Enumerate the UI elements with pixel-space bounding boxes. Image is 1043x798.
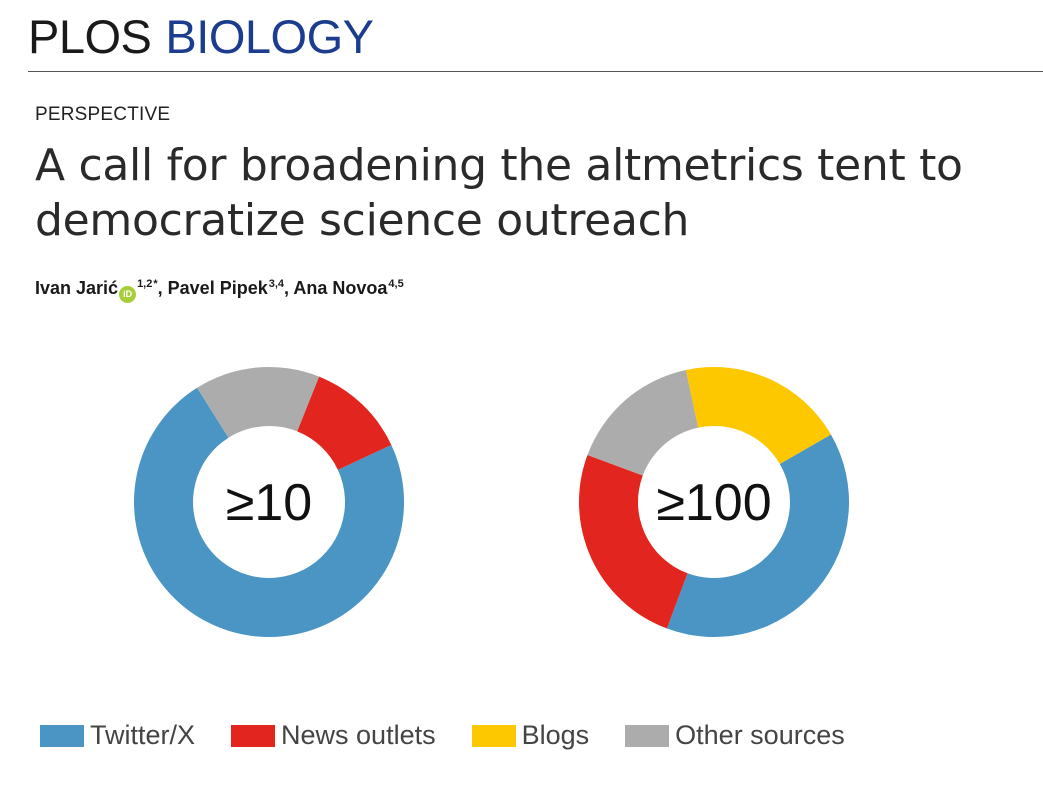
- legend-label: News outlets: [281, 720, 436, 750]
- legend-label: Other sources: [675, 720, 845, 750]
- logo-plos: PLOS: [28, 10, 152, 63]
- donut-slice-twitter-x: [134, 387, 405, 637]
- legend-item-other: Other sources: [625, 720, 845, 751]
- donut-slice-twitter-x: [666, 434, 849, 638]
- orcid-icon[interactable]: iD: [119, 286, 137, 303]
- author-affiliations: 4,5: [388, 278, 404, 290]
- author-name[interactable]: Pavel Pipek: [167, 278, 268, 298]
- chart-legend: Twitter/X News outlets Blogs Other sourc…: [40, 720, 881, 751]
- legend-swatch: [40, 724, 84, 747]
- legend-item-twitter: Twitter/X: [40, 720, 195, 751]
- legend-swatch: [625, 724, 670, 747]
- header-divider: [28, 71, 1043, 72]
- donut-slice-other-sources: [587, 369, 699, 476]
- author-affiliations: 3,4: [268, 278, 285, 290]
- donut-slice-news-outlets: [297, 376, 392, 470]
- donut-center-label: ≥10: [226, 474, 312, 532]
- journal-logo[interactable]: PLOS BIOLOGY: [28, 8, 374, 66]
- donut-slice-other-sources: [197, 367, 320, 438]
- legend-label: Twitter/X: [90, 720, 196, 750]
- author-name[interactable]: Ivan Jarić: [35, 278, 119, 298]
- corresponding-mark: *: [153, 278, 158, 290]
- legend-swatch: [231, 724, 276, 747]
- logo-biology: BIOLOGY: [165, 10, 374, 63]
- journal-masthead[interactable]: PLOS BIOLOGY: [28, 8, 374, 66]
- donut-slice-news-outlets: [579, 454, 688, 629]
- donut-slice-blogs: [685, 367, 831, 464]
- author-list: Ivan Jarić iD1,2*, Pavel Pipek3,4, Ana No…: [35, 278, 404, 303]
- legend-item-news: News outlets: [231, 720, 436, 751]
- title-line-1: A call for broadening the altmetrics ten…: [35, 140, 963, 191]
- legend-label: Blogs: [521, 720, 590, 750]
- legend-item-blogs: Blogs: [471, 720, 590, 751]
- author-name[interactable]: Ana Novoa: [293, 278, 388, 298]
- article-type: PERSPECTIVE: [35, 104, 171, 125]
- donut-center-label: ≥100: [656, 474, 771, 532]
- article-title: A call for broadening the altmetrics ten…: [35, 138, 1025, 248]
- title-line-2: democratize science outreach: [35, 195, 690, 246]
- legend-swatch: [471, 724, 516, 747]
- author-affiliations: 1,2: [137, 278, 153, 290]
